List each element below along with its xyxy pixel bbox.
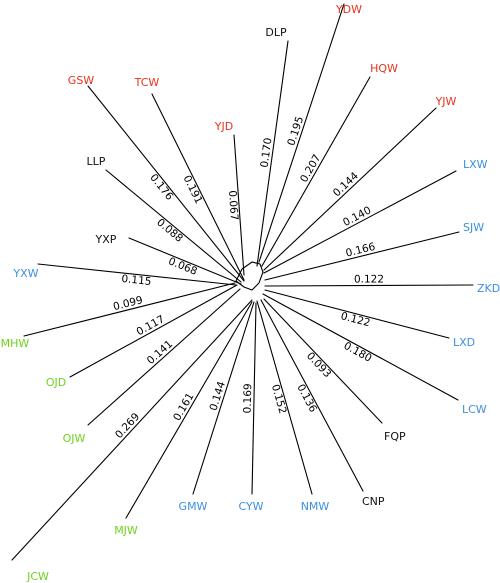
internal-branch bbox=[235, 261, 264, 291]
tip-label-lcw: LCW bbox=[462, 403, 487, 416]
branch-length-lcw: 0.180 bbox=[342, 340, 374, 365]
branch-sjw bbox=[264, 231, 460, 281]
tip-label-jcw: JCW bbox=[26, 570, 49, 583]
branch-length-cyw: 0.169 bbox=[242, 383, 255, 413]
branch-length-hqw: 0.207 bbox=[298, 152, 323, 184]
tip-label-yjw: YJW bbox=[435, 95, 457, 108]
branch-length-lxd: 0.122 bbox=[339, 310, 371, 329]
tip-label-mjw: MJW bbox=[114, 524, 138, 537]
branch-length-fqp: 0.093 bbox=[304, 350, 333, 380]
tip-label-llp: LLP bbox=[87, 155, 106, 168]
branch-nmw bbox=[256, 300, 313, 495]
branch-length-gmw: 0.144 bbox=[208, 380, 229, 413]
branch-zkd bbox=[264, 284, 474, 287]
branch-length-nmw: 0.152 bbox=[269, 383, 289, 415]
branch-length-ojd: 0.117 bbox=[135, 313, 167, 338]
branch-length-dlp: 0.170 bbox=[259, 137, 275, 168]
branch-fqp bbox=[263, 298, 383, 424]
branch-ojw bbox=[87, 288, 241, 426]
branch-gsw bbox=[87, 85, 245, 282]
tip-label-ojd: OJD bbox=[46, 376, 66, 389]
tip-label-yxw: YXW bbox=[12, 267, 38, 280]
branch-length-zkd: 0.122 bbox=[354, 273, 384, 285]
branch-ojd bbox=[69, 284, 238, 378]
tip-label-gsw: GSW bbox=[68, 74, 95, 87]
branch-gmw bbox=[192, 301, 255, 495]
branch-length-lxw: 0.140 bbox=[341, 204, 373, 229]
branch-jcw bbox=[11, 299, 253, 561]
tip-label-nmw: NMW bbox=[301, 500, 330, 513]
tip-label-lxw: LXW bbox=[463, 158, 488, 171]
branch-length-jcw: 0.269 bbox=[113, 411, 142, 441]
tip-label-cyw: CYW bbox=[238, 500, 263, 513]
tip-label-zkd: ZKD bbox=[477, 282, 500, 295]
internal-branches bbox=[235, 261, 264, 291]
branch-ydw bbox=[258, 3, 345, 263]
branch-lcw bbox=[262, 293, 459, 401]
branch-length-yjd: 0.067 bbox=[226, 190, 240, 221]
branch-tcw bbox=[151, 93, 245, 281]
tip-label-hqw: HQW bbox=[370, 62, 398, 75]
branch-length-yxw: 0.115 bbox=[121, 273, 152, 288]
tip-label-ojw: OJW bbox=[63, 432, 86, 445]
branch-llp bbox=[105, 169, 242, 283]
branch-cyw bbox=[251, 302, 257, 495]
tip-label-fqp: FQP bbox=[384, 430, 406, 443]
branch-length-ydw: 0.195 bbox=[285, 115, 306, 147]
branch-yjw bbox=[263, 107, 437, 271]
tip-label-tcw: TCW bbox=[134, 76, 160, 89]
branch-lxd bbox=[264, 289, 450, 339]
branch-yxw bbox=[37, 263, 237, 286]
branch-length-llp: 0.088 bbox=[154, 216, 185, 244]
tip-label-yxp: YXP bbox=[95, 233, 117, 246]
tip-label-gmw: GMW bbox=[179, 500, 208, 513]
terminal-branches bbox=[11, 3, 474, 561]
tip-label-sjw: SJW bbox=[463, 221, 484, 234]
branch-mjw bbox=[125, 301, 253, 519]
branch-length-yjw: 0.144 bbox=[331, 170, 361, 200]
tip-label-yjd: YJD bbox=[214, 120, 233, 133]
branch-hqw bbox=[261, 76, 371, 267]
tip-label-cnp: CNP bbox=[362, 495, 385, 508]
tip-label-dlp: DLP bbox=[265, 26, 287, 39]
branch-lxw bbox=[263, 170, 457, 274]
branch-mhw bbox=[23, 282, 236, 337]
tip-label-ydw: YDW bbox=[335, 3, 362, 16]
branch-cnp bbox=[260, 299, 364, 492]
branch-dlp bbox=[256, 40, 289, 267]
branch-yjd bbox=[233, 134, 245, 276]
branch-length-mjw: 0.161 bbox=[171, 391, 197, 423]
branch-length-gsw: 0.176 bbox=[147, 172, 175, 203]
branch-length-cnp: 0.136 bbox=[294, 382, 319, 414]
branch-length-tcw: 0.191 bbox=[181, 174, 205, 206]
tip-labels: YJD YDW DLP HQW YJW LXW SJW ZKD LXD LCW FQP CNP NMW C… bbox=[1, 3, 500, 583]
tip-label-lxd: LXD bbox=[453, 336, 475, 349]
branch-length-yxp: 0.068 bbox=[167, 255, 199, 278]
tip-label-mhw: MHW bbox=[1, 337, 30, 350]
branch-yxp bbox=[128, 237, 242, 285]
branch-length-ojw: 0.141 bbox=[145, 338, 175, 367]
